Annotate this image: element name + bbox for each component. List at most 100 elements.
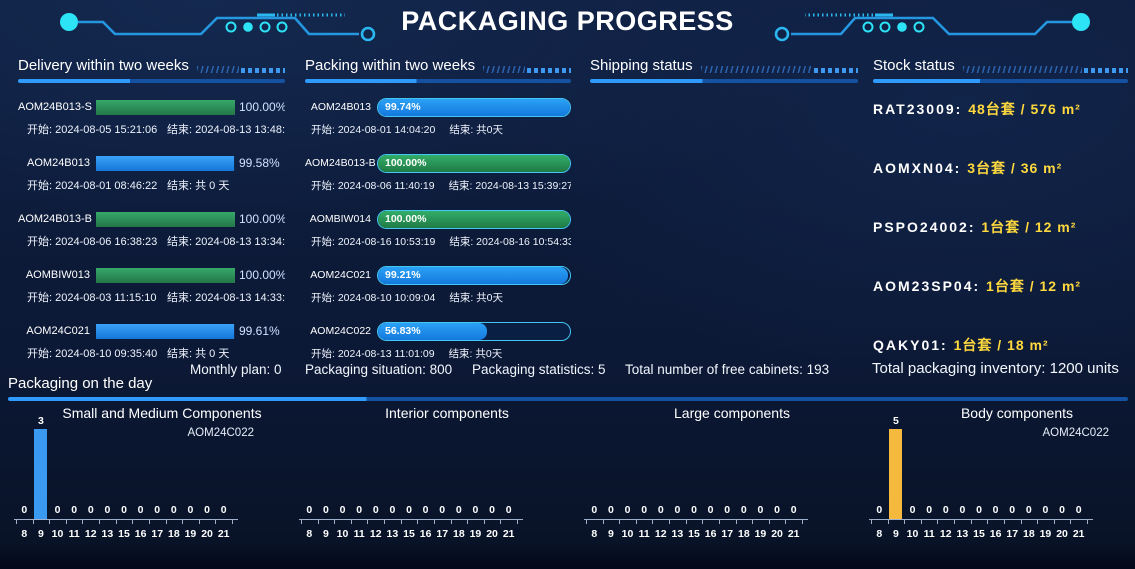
bar-value-label: 0 [674, 504, 681, 516]
packing-end-time: 结束: 共0天 [448, 348, 503, 360]
packing-percent-value: 100.00% [385, 157, 427, 169]
delivery-row: AOM24B013-B 100.00% 开始: 2024-08-06 16:38:2… [18, 208, 285, 264]
axis-tick [768, 520, 770, 524]
packing-row-main: AOM24C021 99.21% [305, 265, 571, 285]
axis-tick [115, 520, 117, 524]
packing-progress-fill: 100.00% [378, 154, 570, 172]
x-tick-label: 18 [1022, 528, 1035, 540]
packing-row: AOM24B013-B 100.00% 开始: 2024-08-06 11:40:1… [305, 152, 571, 208]
delivery-start-time: 开始: 2024-08-10 09:35:40 [27, 348, 158, 360]
packing-progress-track: 100.00% [377, 209, 571, 229]
packing-start-time: 开始: 2024-08-06 11:40:19 [311, 180, 435, 192]
packing-dates: 开始: 2024-08-16 10:53:19 结束: 2024-08-16 10… [305, 234, 571, 249]
section-title-shipping: Shipping status [590, 57, 693, 74]
x-tick-label: 13 [386, 528, 399, 540]
section-header-delivery: Delivery within two weeks [18, 55, 285, 85]
bar-value-label: 0 [740, 504, 747, 516]
bar-value-label: 0 [876, 504, 883, 516]
delivery-item-label: AOM24B013-B [18, 213, 92, 225]
x-tick-label: 9 [322, 528, 329, 540]
hatch-dots-decoration [814, 67, 858, 73]
axis-tick [301, 520, 302, 524]
axis-tick [49, 520, 51, 524]
delivery-row: AOM24B013 99.58% 开始: 2024-08-01 08:46:22 结束… [18, 152, 285, 208]
bar-value-label: 0 [455, 504, 462, 516]
section-underline [305, 79, 571, 83]
axis-tick [467, 520, 469, 524]
bar-value-label: 0 [691, 504, 697, 516]
axis-tick [132, 520, 134, 524]
stat-3: Total number of free cabinets: 193 [625, 362, 830, 377]
x-tick-label: 9 [892, 528, 899, 540]
bar-value-label: 0 [1009, 504, 1016, 516]
delivery-progress-fill [96, 211, 235, 227]
delivery-dates: 开始: 2024-08-05 15:21:06 结束: 2024-08-13 13… [18, 121, 285, 137]
packing-percent-value: 99.21% [385, 269, 421, 281]
x-tick-label: 11 [638, 528, 650, 540]
axis-tick [65, 520, 67, 524]
packing-percent-value: 100.00% [385, 213, 427, 225]
bar-value-label: 0 [926, 504, 933, 516]
hatch-dots-decoration [241, 67, 285, 73]
delivery-list: AOM24B013-S 100.00% 开始: 2024-08-05 15:21:0… [18, 96, 285, 376]
stock-item-value: 1台套 / 18 m² [953, 337, 1049, 353]
axis-tick [483, 520, 485, 524]
delivery-item-label: AOM24B013 [27, 157, 90, 169]
x-tick-label: 11 [68, 528, 80, 540]
packing-dates: 开始: 2024-08-10 10:09:04 结束: 共0天 [305, 290, 571, 305]
bar-value-label: 0 [356, 504, 363, 516]
stock-item: RAT23009: 48台套 / 576 m² [873, 96, 1128, 155]
packing-end-time: 结束: 2024-08-16 10:54:33 共0天 [449, 236, 571, 248]
bar-value-label: 0 [909, 504, 916, 516]
delivery-progress-fill [96, 155, 235, 171]
axis-tick [1020, 520, 1022, 524]
packing-dates: 开始: 2024-08-13 11:01:09 结束: 共0天 [305, 346, 571, 361]
bar-value-label: 0 [104, 504, 111, 516]
bar-value-label: 0 [154, 504, 161, 516]
bar-value-label: 0 [942, 504, 949, 516]
stock-item-label: AOM23SP04: [873, 278, 987, 294]
axis-tick [635, 520, 637, 524]
bar-value-label: 0 [322, 504, 329, 516]
packing-start-time: 开始: 2024-08-01 14:04:20 [311, 124, 436, 136]
packing-item-label: AOM24C022 [310, 325, 371, 337]
section-underline [18, 79, 285, 83]
axis-tick [1087, 520, 1088, 524]
delivery-percent-value: 99.58% [239, 156, 280, 170]
bar-value-label: 0 [1075, 504, 1082, 516]
packing-row: AOM24C021 99.21% 开始: 2024-08-10 10:09:04 结束… [305, 264, 571, 320]
packing-item-label: AOM24B013-B [305, 157, 376, 169]
x-tick-label: 21 [787, 528, 800, 540]
axis-tick [433, 520, 435, 524]
header-circuit-decoration-right [774, 13, 1090, 42]
bar-value-label: 0 [757, 504, 764, 516]
x-tick-label: 21 [502, 528, 515, 540]
stat-0: Monthly plan: 0 [190, 362, 282, 377]
axis-tick [215, 520, 217, 524]
x-tick-label: 18 [737, 528, 750, 540]
delivery-percent-value: 100.00% [239, 100, 285, 114]
x-tick-label: 9 [37, 528, 44, 540]
stock-list: RAT23009: 48台套 / 576 m² AOMXN04: 3台套 / 36… [873, 96, 1128, 391]
x-tick-label: 11 [353, 528, 365, 540]
axis-tick [99, 520, 101, 524]
axis-tick [619, 520, 621, 524]
bottom-shade [0, 543, 1135, 569]
daily-section-title: Packaging on the day [8, 375, 153, 392]
hatch-dots-decoration [527, 67, 571, 73]
bar-value-label: 0 [707, 504, 714, 516]
x-tick-label: 8 [306, 528, 313, 540]
stock-item: PSPO24002: 1台套 / 12 m² [873, 214, 1128, 273]
bar-value-label: 0 [790, 504, 797, 516]
packing-row: AOMBIW014 100.00% 开始: 2024-08-16 10:53:19 结… [305, 208, 571, 264]
delivery-row: AOM24B013-S 100.00% 开始: 2024-08-05 15:21:0… [18, 96, 285, 152]
delivery-percent-value: 99.61% [239, 324, 280, 338]
x-tick-label: 8 [876, 528, 883, 540]
bar-value-label: 0 [976, 504, 982, 516]
axis-tick [198, 520, 200, 524]
bar-value-label: 0 [187, 504, 194, 516]
axis-tick [970, 520, 972, 524]
delivery-item-label: AOM24C021 [26, 325, 90, 337]
section-header-packing: Packing within two weeks [305, 55, 571, 85]
